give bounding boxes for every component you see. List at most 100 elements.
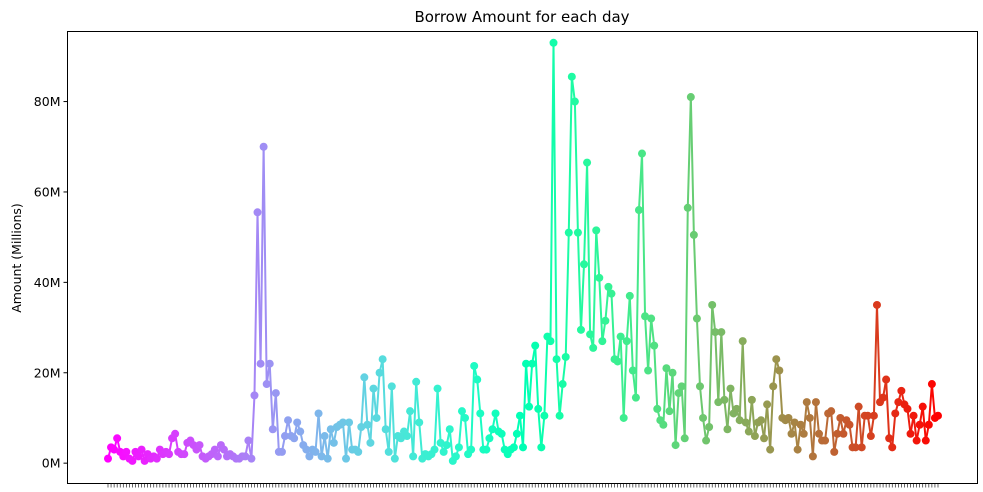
data-point [415,418,424,427]
data-point [485,434,494,443]
series-line-segment [814,401,820,435]
series-line-segment [375,371,381,419]
data-point [580,260,589,269]
series-line-segment [921,405,927,442]
series-line-segment [885,378,891,440]
data-point [708,300,717,309]
series-line-segment [586,161,592,336]
data-point [338,418,347,427]
data-point [522,359,531,368]
data-point [317,452,326,461]
series-line-segment [390,385,396,460]
y-tick-label: 80M [34,94,61,109]
series-line-segment [576,231,582,331]
series-line-segment [674,392,680,447]
data-point [802,398,811,407]
data-point [412,377,421,386]
data-point [641,312,650,321]
data-point [433,384,442,393]
data-point [705,423,714,431]
data-point [647,314,656,323]
series-line-segment [579,263,586,331]
data-point [757,416,766,425]
data-point [293,418,302,427]
data-point [277,447,286,456]
series-line-segment [830,410,836,453]
data-point [628,366,637,375]
data-point [467,445,476,454]
series-line-segment [381,358,387,431]
series-line-segment [698,385,705,419]
data-point [915,420,924,429]
data-point [488,425,497,434]
series-line-segment [711,303,717,334]
series-line-segment [274,392,280,453]
series-line-segment [534,344,540,410]
series-line-segment [662,367,668,426]
data-point [711,328,720,337]
y-tick-label: 20M [34,365,61,380]
series-line-segment [644,315,650,372]
y-axis-label: Amount (Millions) [9,203,24,313]
data-point [311,447,320,456]
data-point [451,452,460,461]
series-line-segment [253,211,259,397]
data-point [457,407,466,416]
series-line-segment [824,412,830,442]
data-point [720,395,729,404]
series-line-segment [558,383,564,417]
data-point [671,441,680,450]
series-line-segment [717,331,723,404]
series-line-segment [741,340,747,424]
data-point [152,454,161,463]
data-point [247,454,256,463]
data-point [619,413,628,422]
data-point [180,450,189,459]
data-point [888,443,897,452]
series-line-segment [872,303,878,417]
data-point [607,289,616,298]
data-point [470,361,479,370]
series-line-segment [326,428,332,460]
data-point [253,208,262,217]
data-point [839,429,848,438]
data-point [195,441,204,450]
data-point [903,404,912,413]
data-point [784,413,793,422]
series-line-segment [573,100,579,234]
series-line-segment [555,358,561,417]
data-point [137,445,146,454]
series-line-segment [906,407,912,435]
series-line-segment [738,340,744,422]
data-point [879,393,888,402]
data-point [869,411,878,420]
series-line-segment [537,407,543,449]
y-tick-label: 40M [34,275,61,290]
data-point [598,337,607,346]
data-point [644,366,653,375]
series-line-segment [802,401,808,435]
data-point [531,341,540,350]
data-point [561,352,570,361]
series-line-segment [622,340,628,419]
series-line-segment [714,331,720,404]
data-point [805,413,814,422]
series-line-segment [357,426,363,453]
series-line-segment [634,209,640,399]
data-point [625,291,634,300]
data-point [369,384,378,393]
data-point [509,443,518,452]
data-point [821,436,830,445]
data-point [714,398,723,407]
data-point [122,447,131,456]
data-point [863,411,872,420]
data-point [699,413,708,422]
plot-layer [104,38,942,465]
data-point [256,359,265,368]
data-point [918,402,927,411]
series-line-segment [415,380,421,424]
data-point [735,416,744,425]
series-line-segment [695,317,701,388]
series-line-segment [796,423,802,451]
